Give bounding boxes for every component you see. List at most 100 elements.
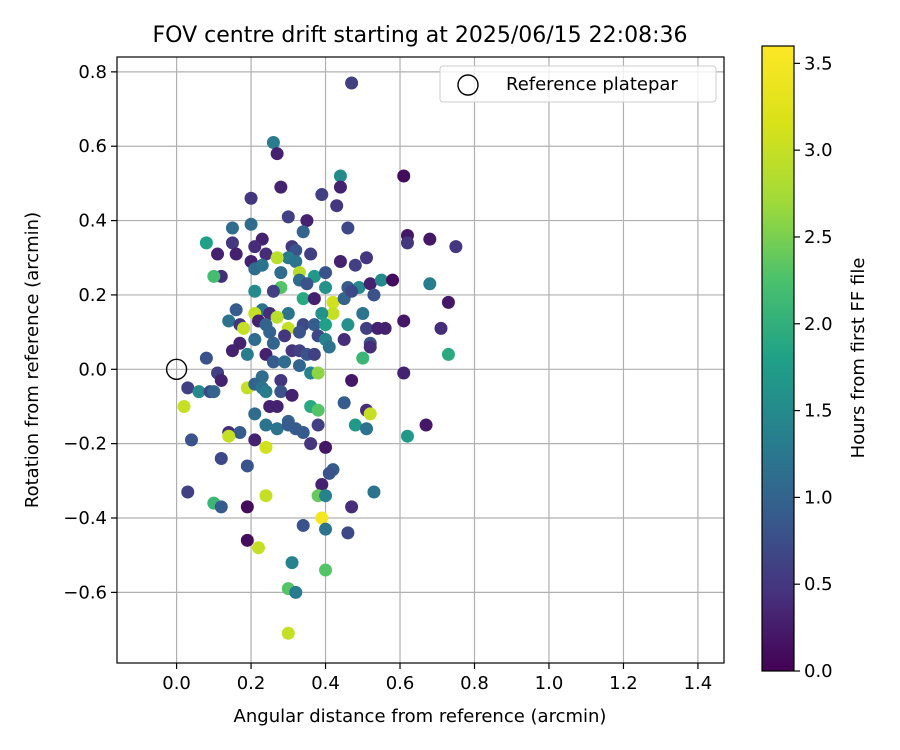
data-point	[367, 485, 381, 499]
data-point	[319, 281, 333, 295]
x-tick-label: 1.2	[609, 673, 638, 694]
data-point	[326, 295, 340, 309]
data-point	[319, 440, 333, 454]
data-point	[300, 214, 314, 228]
data-point	[177, 399, 191, 413]
data-point	[345, 284, 359, 298]
data-point	[397, 366, 411, 380]
data-point	[184, 433, 198, 447]
data-point	[281, 307, 295, 321]
y-tick-label: 0.2	[78, 285, 107, 306]
y-tick-label: 0.4	[78, 211, 107, 232]
colorbar-tick-label: 3.5	[804, 53, 833, 74]
data-point	[319, 489, 333, 503]
data-point	[319, 563, 333, 577]
x-axis-label: Angular distance from reference (arcmin)	[234, 706, 607, 727]
data-point	[248, 433, 262, 447]
data-point	[214, 373, 228, 387]
data-point	[333, 254, 347, 268]
data-point	[319, 318, 333, 332]
colorbar-tick-label: 0.5	[804, 574, 833, 595]
plot-frame	[116, 56, 725, 664]
data-point	[315, 307, 329, 321]
data-point	[300, 277, 314, 291]
data-point	[356, 307, 370, 321]
data-point	[214, 500, 228, 514]
colorbar-tick-label: 1.0	[804, 487, 833, 508]
data-point	[281, 626, 295, 640]
data-point	[278, 329, 292, 343]
data-point	[386, 273, 400, 287]
legend: Reference platepar	[439, 65, 717, 103]
data-point	[281, 210, 295, 224]
data-point	[330, 199, 344, 213]
data-point	[337, 396, 351, 410]
data-point	[233, 425, 247, 439]
colorbar-ticks: 0.0 0.5 1.0 1.5 2.0 2.5 3.0 3.5	[794, 53, 833, 682]
x-tick-label: 0.0	[162, 673, 191, 694]
data-point	[207, 269, 221, 283]
data-point	[333, 180, 347, 194]
data-point	[337, 333, 351, 347]
data-point	[322, 340, 336, 354]
data-point	[207, 385, 221, 399]
y-tick-label: −0.6	[63, 582, 107, 603]
data-point	[278, 355, 292, 369]
x-tick-label: 0.2	[237, 673, 266, 694]
data-point	[400, 429, 414, 443]
data-point	[266, 284, 280, 298]
data-point	[248, 284, 262, 298]
data-point	[266, 355, 280, 369]
data-point	[378, 321, 392, 335]
data-point	[266, 136, 280, 150]
data-point	[363, 407, 377, 421]
chart-title: FOV centre drift starting at 2025/06/15 …	[153, 23, 688, 48]
colorbar-tick-label: 3.0	[804, 140, 833, 161]
x-tick-label: 0.4	[311, 673, 340, 694]
data-point	[248, 240, 262, 254]
data-point	[307, 347, 321, 361]
data-point	[244, 191, 258, 205]
colorbar-tick-label: 2.5	[804, 227, 833, 248]
data-point	[214, 452, 228, 466]
colorbar-tick-label: 1.5	[804, 401, 833, 422]
data-point	[240, 347, 254, 361]
data-point	[441, 347, 455, 361]
y-tick-label: −0.4	[63, 508, 107, 529]
data-point	[307, 318, 321, 332]
x-tick-label: 0.6	[386, 673, 415, 694]
data-point	[319, 522, 333, 536]
data-point	[259, 440, 273, 454]
data-point	[315, 478, 329, 492]
y-tick-label: 0.6	[78, 136, 107, 157]
data-point	[345, 373, 359, 387]
data-point	[181, 485, 195, 499]
data-point	[240, 500, 254, 514]
reference-marker	[165, 358, 188, 380]
y-axis-label: Rotation from reference (arcmin)	[22, 212, 43, 508]
data-point	[296, 292, 310, 306]
data-point	[252, 541, 266, 555]
data-point	[333, 169, 347, 183]
data-point	[229, 247, 243, 261]
data-point	[307, 292, 321, 306]
data-point	[270, 310, 284, 324]
data-point	[248, 333, 262, 347]
data-point	[274, 266, 288, 280]
data-point	[240, 459, 254, 473]
data-point	[315, 511, 329, 525]
x-tick-label: 1.4	[684, 673, 713, 694]
data-point	[397, 314, 411, 328]
data-point	[259, 489, 273, 503]
x-axis-ticks: 0.0 0.2 0.4 0.6 0.8 1.0 1.2 1.4	[162, 663, 712, 694]
data-point	[225, 221, 239, 235]
data-point	[248, 407, 262, 421]
data-point	[199, 236, 213, 250]
data-point	[192, 385, 206, 399]
data-point	[449, 240, 463, 254]
data-point	[292, 325, 306, 339]
data-point	[225, 236, 239, 250]
data-point	[229, 303, 243, 317]
data-point	[289, 254, 303, 268]
